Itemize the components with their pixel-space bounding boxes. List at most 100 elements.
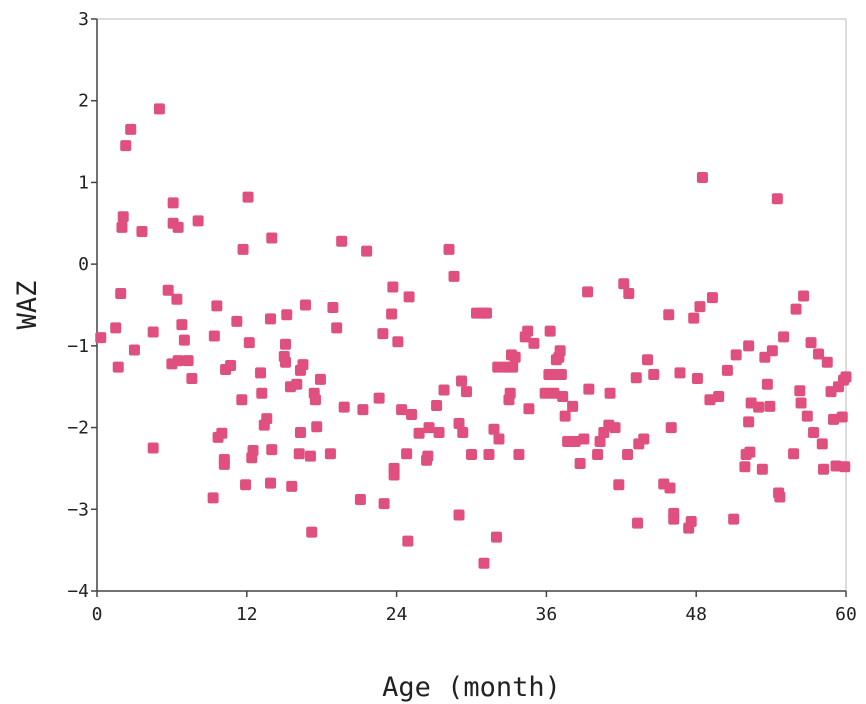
data-point [243, 337, 255, 349]
data-point [147, 442, 159, 454]
data-point [696, 172, 708, 184]
data-point [304, 450, 316, 462]
data-point [691, 373, 703, 385]
data-point [403, 291, 415, 303]
data-point [557, 391, 569, 403]
data-point [112, 361, 124, 373]
data-point [242, 191, 254, 203]
data-point [795, 397, 807, 409]
data-point [798, 290, 810, 302]
data-point [623, 288, 635, 300]
data-point [192, 215, 204, 227]
data-point [225, 359, 237, 371]
data-point [401, 448, 413, 460]
data-point [704, 394, 716, 406]
data-point [721, 364, 733, 376]
data-point [466, 449, 477, 461]
data-point [483, 449, 495, 461]
data-point [801, 410, 813, 422]
data-point [507, 361, 519, 373]
data-point [265, 313, 277, 325]
data-point [555, 368, 567, 380]
data-point [559, 410, 571, 422]
data-point [172, 221, 184, 233]
data-point [255, 367, 267, 379]
y-tick-label: −4 [67, 581, 89, 602]
data-point [818, 463, 830, 475]
data-point [182, 355, 194, 367]
data-point [236, 394, 248, 406]
y-axis-title: WAZ [12, 281, 43, 330]
data-point [266, 444, 278, 456]
data-point [739, 461, 751, 473]
data-point [116, 221, 128, 233]
data-point [406, 408, 418, 420]
data-point [836, 411, 848, 423]
data-point [240, 479, 252, 491]
data-point [453, 417, 465, 429]
data-point [492, 361, 504, 373]
data-point [431, 400, 443, 412]
data-point [211, 300, 223, 312]
data-point [171, 293, 183, 305]
data-point [218, 458, 230, 470]
data-point [297, 359, 309, 371]
data-point [336, 235, 348, 247]
data-point [490, 531, 502, 543]
data-point [618, 278, 630, 290]
data-point [583, 383, 595, 395]
data-point [756, 463, 768, 475]
data-point [808, 426, 820, 438]
data-point [402, 535, 414, 547]
data-point [266, 232, 278, 244]
data-point [377, 328, 389, 340]
data-point [753, 401, 765, 413]
data-point [422, 450, 434, 462]
data-point [378, 498, 390, 510]
data-point [178, 334, 190, 346]
data-point [790, 303, 802, 315]
data-point [231, 315, 243, 327]
data-point [361, 245, 373, 257]
data-point [216, 427, 228, 439]
data-point [688, 312, 700, 324]
data-point [604, 387, 616, 399]
data-point [443, 243, 455, 255]
data-point [648, 368, 660, 380]
data-point [706, 292, 718, 304]
data-point [771, 193, 783, 205]
data-point [120, 140, 132, 152]
data-point [504, 387, 516, 399]
data-point [567, 400, 579, 412]
data-point [788, 448, 800, 460]
data-point [386, 308, 398, 320]
data-point [493, 433, 505, 445]
data-point [574, 458, 586, 470]
data-point [592, 449, 604, 461]
data-point [128, 344, 140, 356]
data-point [396, 404, 408, 416]
data-point [778, 331, 790, 343]
data-point [115, 288, 127, 300]
data-point [110, 322, 122, 334]
data-point [311, 421, 323, 433]
data-point [713, 391, 725, 403]
data-point [388, 469, 400, 481]
data-point [488, 423, 500, 435]
y-tick-label: −1 [67, 336, 89, 357]
data-point [261, 413, 273, 425]
data-point [125, 123, 137, 135]
x-tick-label: 0 [92, 604, 103, 625]
data-point [457, 426, 469, 438]
data-point [327, 301, 339, 313]
data-point [728, 513, 740, 525]
data-point [839, 461, 851, 473]
data-point [354, 493, 366, 505]
data-point [162, 284, 174, 296]
data-point [761, 378, 773, 390]
data-point [805, 337, 817, 349]
data-point [423, 422, 435, 434]
data-point [286, 480, 298, 492]
data-point [622, 449, 634, 461]
